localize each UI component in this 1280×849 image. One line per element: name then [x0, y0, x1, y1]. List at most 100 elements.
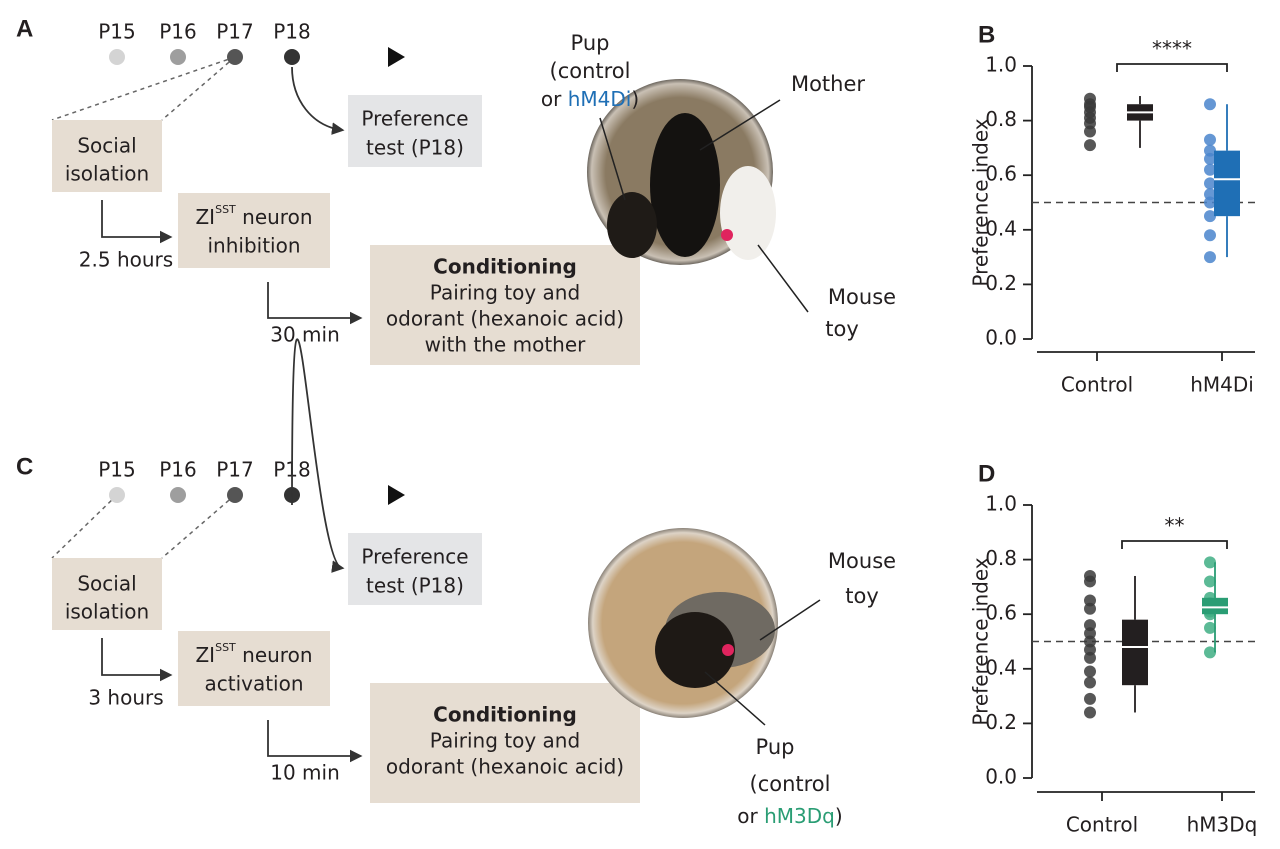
- pup-label: Pup: [571, 31, 610, 55]
- box-conditioning: [370, 683, 640, 803]
- text-span: hM3Dq: [764, 804, 835, 828]
- toy-label: Mouse: [828, 285, 896, 309]
- toy-label: toy: [825, 317, 859, 341]
- text-span: ): [835, 804, 843, 828]
- photo-toy-eye: [721, 229, 733, 241]
- y-axis-label: Preference index: [969, 118, 993, 286]
- box-manipulation: [178, 193, 330, 268]
- photo-toy: [720, 166, 776, 260]
- arrow: [101, 638, 173, 682]
- data-point: [1204, 575, 1216, 588]
- y-tick-label: 0.6: [985, 162, 1017, 186]
- y-tick-label: 1.0: [985, 53, 1017, 77]
- y-tick-label: 0.0: [985, 326, 1017, 350]
- leader-line: [699, 99, 781, 151]
- arrow: [291, 66, 345, 135]
- photo-toy-eye: [722, 644, 734, 656]
- data-point: [1204, 210, 1216, 223]
- mother-label: Mother: [791, 72, 865, 96]
- text-span: hM4Di: [568, 87, 632, 111]
- box-isolation: [52, 558, 162, 630]
- isolation-text: isolation: [65, 162, 149, 186]
- y-tick-label: 0.4: [985, 655, 1017, 679]
- arrow: [267, 282, 363, 325]
- box-manipulation: [178, 631, 330, 706]
- pup-label: (control: [550, 59, 631, 83]
- timeline-dot: [170, 49, 186, 65]
- conditioning-text: odorant (hexanoic acid): [386, 755, 624, 779]
- box: [1214, 150, 1240, 217]
- conditioning-title: Conditioning: [433, 255, 577, 279]
- preference-text: test (P18): [366, 574, 464, 598]
- timeline-dot: [284, 49, 300, 65]
- timeline-dot: [227, 487, 243, 503]
- panel-label: D: [978, 460, 995, 487]
- data-point: [1084, 665, 1096, 678]
- conditioning-title: Conditioning: [433, 703, 577, 727]
- toy-label: Mouse: [828, 549, 896, 573]
- preference-text: test (P18): [366, 136, 464, 160]
- data-point: [1084, 692, 1096, 705]
- box-preference: [348, 95, 482, 167]
- y-axis-label: Preference index: [969, 557, 993, 725]
- data-point: [1084, 651, 1096, 664]
- significance-bracket: [1121, 540, 1228, 549]
- timeline-label: P17: [216, 20, 254, 44]
- timeline-label: P15: [98, 458, 136, 482]
- y-tick-label: 0.0: [985, 765, 1017, 789]
- pup-label: or hM4Di): [541, 87, 639, 111]
- data-point: [1084, 139, 1096, 152]
- timeline-label: P18: [273, 20, 311, 44]
- timeline-dot: [109, 487, 125, 503]
- data-point: [1084, 125, 1096, 138]
- box: [1202, 597, 1228, 615]
- isolation-text: isolation: [65, 600, 149, 624]
- x-tick-label: Control: [1066, 813, 1138, 837]
- y-tick-label: 0.2: [985, 271, 1017, 295]
- panel-label: C: [16, 453, 33, 480]
- data-point: [1204, 152, 1216, 165]
- leader-line: [757, 244, 809, 313]
- text-span: or: [541, 87, 568, 111]
- text-span: neuron: [236, 643, 313, 667]
- panel-label: A: [16, 15, 33, 42]
- text-span: ): [631, 87, 639, 111]
- data-point: [1204, 163, 1216, 176]
- timeline-label: P16: [159, 20, 197, 44]
- delay-label: 10 min: [270, 761, 340, 785]
- panel-label: B: [978, 21, 995, 48]
- data-point: [1204, 251, 1216, 264]
- data-point: [1084, 575, 1096, 588]
- timeline-label: P17: [216, 458, 254, 482]
- preference-text: Preference: [361, 107, 468, 131]
- box-isolation: [52, 120, 162, 192]
- y-tick-label: 0.4: [985, 216, 1017, 240]
- conditioning-text: odorant (hexanoic acid): [386, 307, 624, 331]
- data-point: [1204, 177, 1216, 190]
- data-point: [1204, 229, 1216, 242]
- manipulation-text: ZISST neuron: [195, 203, 312, 229]
- delay-label: 30 min: [270, 323, 340, 347]
- toy-label: toy: [845, 584, 879, 608]
- pup-label: Pup: [756, 735, 795, 759]
- text-span: SST: [215, 641, 236, 654]
- data-point: [1204, 646, 1216, 659]
- conditioning-text: Pairing toy and: [430, 281, 580, 305]
- manipulation-text: inhibition: [207, 234, 300, 258]
- conditioning-text: Pairing toy and: [430, 729, 580, 753]
- data-point: [1084, 706, 1096, 719]
- data-point: [1204, 196, 1216, 209]
- isolation-text: Social: [77, 572, 136, 596]
- timeline-dot: [227, 49, 243, 65]
- data-point: [1084, 602, 1096, 615]
- dashed-line: [161, 494, 236, 559]
- arrow: [101, 200, 173, 244]
- dashed-line: [51, 494, 118, 559]
- box-conditioning: [370, 245, 640, 365]
- y-tick-label: 0.8: [985, 107, 1017, 131]
- preference-text: Preference: [361, 545, 468, 569]
- leader-line: [704, 671, 766, 726]
- x-tick-label: Control: [1061, 373, 1133, 397]
- manipulation-text: activation: [204, 672, 303, 696]
